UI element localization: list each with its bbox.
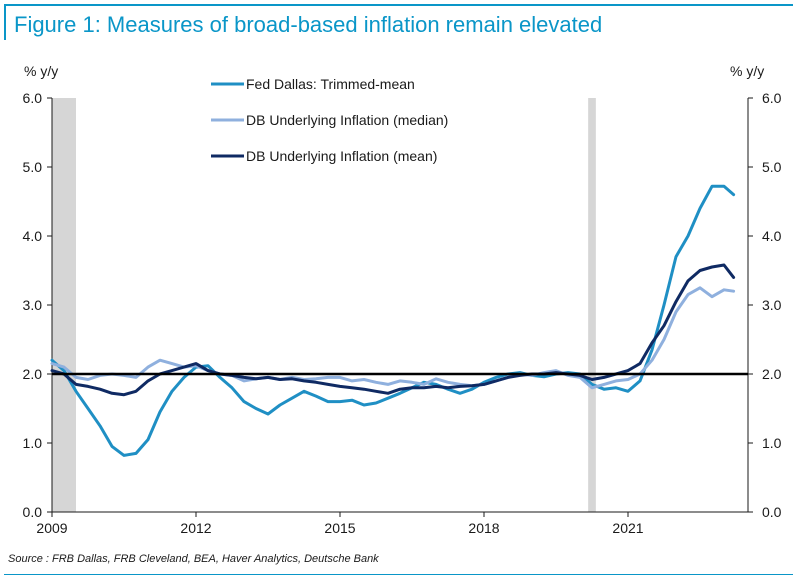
series-line-1 xyxy=(50,184,736,457)
recession-shading-group xyxy=(52,98,596,512)
y-tick-label-left-3: 3.0 xyxy=(23,297,43,313)
x-tick-label-0: 2009 xyxy=(36,520,67,536)
y-tick-label-right-3: 3.0 xyxy=(762,297,782,313)
series-lines-group xyxy=(50,184,736,457)
legend-label-1: Fed Dallas: Trimmed-mean xyxy=(246,76,415,92)
source-note: Source : FRB Dallas, FRB Cleveland, BEA,… xyxy=(8,553,379,565)
axes-group: 0.0 0.0 1.0 1.0 2.0 2.0 3.0 3.0 4.0 4.0 5.0 5.0 6.0 6… xyxy=(23,90,782,536)
bottom-rule xyxy=(4,574,793,575)
legend-label-2: DB Underlying Inflation (median) xyxy=(246,112,448,128)
y-tick-label-left-1: 1.0 xyxy=(23,435,43,451)
y-tick-label-left-4: 4.0 xyxy=(23,228,43,244)
y-tick-label-left-5: 5.0 xyxy=(23,159,43,175)
title-frame-left xyxy=(4,4,6,40)
series-line-2 xyxy=(50,286,736,390)
y-tick-label-left-0: 0.0 xyxy=(23,504,43,520)
y-tick-label-right-6: 6.0 xyxy=(762,90,782,106)
x-tick-label-1: 2012 xyxy=(180,520,211,536)
y-axis-label-right: % y/y xyxy=(730,63,764,79)
y-tick-label-right-2: 2.0 xyxy=(762,366,782,382)
series-line-3 xyxy=(50,263,736,397)
chart-legend: Fed Dallas: Trimmed-mean DB Underlying In… xyxy=(211,76,448,164)
y-tick-label-right-5: 5.0 xyxy=(762,159,782,175)
x-tick-label-3: 2018 xyxy=(468,520,499,536)
y-tick-label-right-4: 4.0 xyxy=(762,228,782,244)
figure-title: Figure 1: Measures of broad-based inflat… xyxy=(14,12,603,37)
y-axis-label-left: % y/y xyxy=(24,63,58,79)
y-tick-label-left-6: 6.0 xyxy=(23,90,43,106)
legend-label-3: DB Underlying Inflation (mean) xyxy=(246,148,437,164)
y-tick-label-left-2: 2.0 xyxy=(23,366,43,382)
recession-band-1 xyxy=(52,98,76,512)
x-tick-label-2: 2015 xyxy=(324,520,355,536)
title-frame-top xyxy=(4,4,793,6)
recession-band-2 xyxy=(588,98,596,512)
y-tick-label-right-0: 0.0 xyxy=(762,504,782,520)
x-tick-label-4: 2021 xyxy=(612,520,643,536)
y-tick-label-right-1: 1.0 xyxy=(762,435,782,451)
